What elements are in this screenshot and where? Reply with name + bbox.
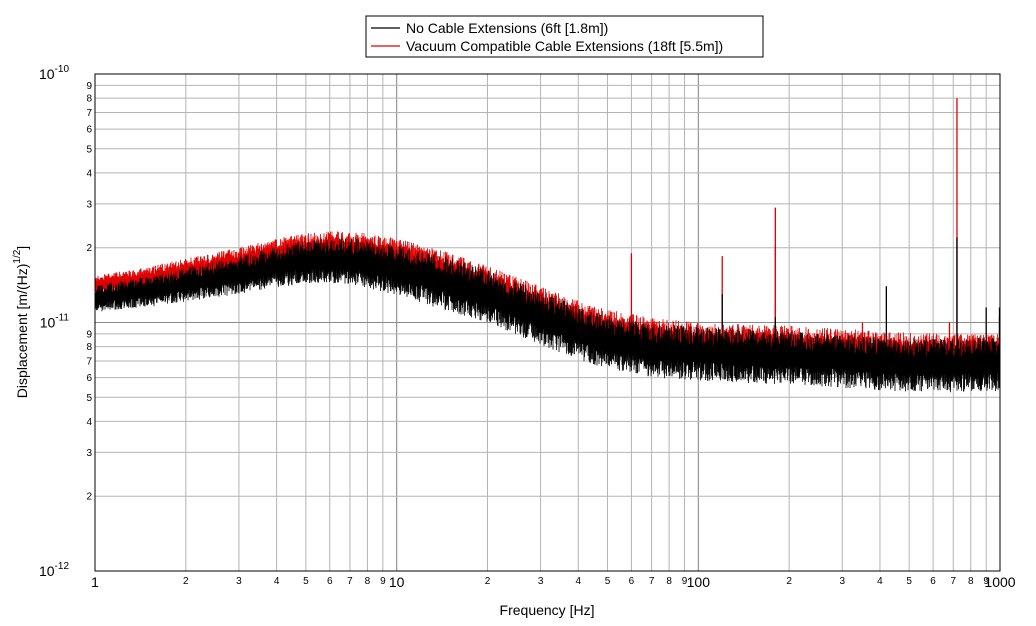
- y-minor-tick-label: 7: [86, 108, 92, 119]
- y-minor-tick-label: 5: [86, 144, 92, 155]
- y-minor-tick-label: 2: [86, 492, 92, 503]
- y-minor-tick-label: 6: [86, 125, 92, 136]
- y-axis-label-exponent: 1/2: [12, 249, 23, 263]
- legend-box: [365, 15, 764, 58]
- x-minor-tick-label: 3: [839, 576, 845, 587]
- y-minor-tick-label: 9: [86, 81, 92, 92]
- x-minor-tick-label: 4: [274, 576, 280, 587]
- series-trace-0: [94, 238, 1001, 393]
- y-major-tick-base: 10: [39, 563, 55, 579]
- y-major-tick-exponent: -10: [55, 64, 70, 75]
- y-axis-label-tail: ]: [14, 246, 30, 250]
- x-minor-tick-label: 8: [968, 576, 974, 587]
- series-layer: [94, 98, 1001, 393]
- tick-labels: 2 3 4 5 6 7 8 9 2 3 4 5 6 7 8 9 2 3 4 5 6 7 8 91 10 100 1000234567…: [39, 64, 1016, 590]
- x-minor-tick-label: 7: [649, 576, 655, 587]
- y-minor-tick-label: 7: [86, 356, 92, 367]
- x-minor-tick-label: 4: [576, 576, 582, 587]
- y-major-tick-base: 10: [39, 66, 55, 82]
- x-major-tick-label: 1000: [984, 574, 1015, 590]
- y-axis-label-base: Displacement [m/(Hz): [14, 264, 30, 399]
- y-minor-tick-label: 8: [86, 94, 92, 105]
- x-minor-tick-label: 7: [347, 576, 353, 587]
- x-minor-tick-label: 6: [327, 576, 333, 587]
- x-minor-tick-label: 3: [538, 576, 544, 587]
- y-major-tick-base: 10: [40, 315, 56, 331]
- legend-label-vacuum-cable-extensions: Vacuum Compatible Cable Extensions (18ft…: [406, 38, 723, 54]
- y-major-tick-label: 10-11: [40, 313, 70, 331]
- y-minor-tick-label: 6: [86, 373, 92, 384]
- x-minor-tick-label: 5: [303, 576, 309, 587]
- x-minor-tick-label: 3: [236, 576, 242, 587]
- x-major-tick-label: 100: [687, 574, 711, 590]
- x-axis-label: Frequency [Hz]: [500, 602, 595, 618]
- x-minor-tick-label: 2: [183, 576, 189, 587]
- y-major-tick-label: 10-12: [39, 561, 69, 579]
- y-minor-tick-label: 3: [86, 448, 92, 459]
- x-minor-tick-label: 6: [930, 576, 936, 587]
- x-minor-tick-label: 5: [605, 576, 611, 587]
- plot-frame: [94, 73, 1001, 572]
- x-minor-tick-label: 9: [983, 576, 989, 587]
- x-minor-tick-label: 9: [380, 576, 386, 587]
- y-major-tick-exponent: -12: [55, 561, 70, 572]
- x-minor-tick-label: 2: [786, 576, 792, 587]
- y-minor-tick-label: 4: [86, 417, 92, 428]
- x-minor-tick-label: 7: [950, 576, 956, 587]
- x-minor-tick-label: 8: [666, 576, 672, 587]
- y-minor-tick-label: 2: [86, 243, 92, 254]
- y-minor-tick-label: 8: [86, 342, 92, 353]
- x-minor-tick-label: 8: [365, 576, 371, 587]
- y-axis-label: Displacement [m/(Hz)1/2]: [12, 246, 30, 398]
- y-minor-tick-label: 5: [86, 393, 92, 404]
- y-minor-tick-label: 3: [86, 199, 92, 210]
- legend: No Cable Extensions (6ft [1.8m]) Vacuum …: [365, 15, 764, 58]
- y-minor-tick-label: 9: [86, 329, 92, 340]
- x-major-tick-label: 1: [91, 574, 99, 590]
- x-minor-tick-label: 9: [682, 576, 688, 587]
- y-minor-tick-label: 4: [86, 168, 92, 179]
- x-minor-tick-label: 6: [629, 576, 635, 587]
- x-minor-tick-label: 5: [906, 576, 912, 587]
- x-minor-tick-label: 4: [877, 576, 883, 587]
- y-major-tick-label: 10-10: [39, 64, 69, 82]
- x-major-tick-label: 10: [389, 574, 405, 590]
- legend-label-no-cable-extensions: No Cable Extensions (6ft [1.8m]): [406, 20, 608, 36]
- x-minor-tick-label: 2: [485, 576, 491, 587]
- y-major-tick-exponent: -11: [55, 313, 69, 324]
